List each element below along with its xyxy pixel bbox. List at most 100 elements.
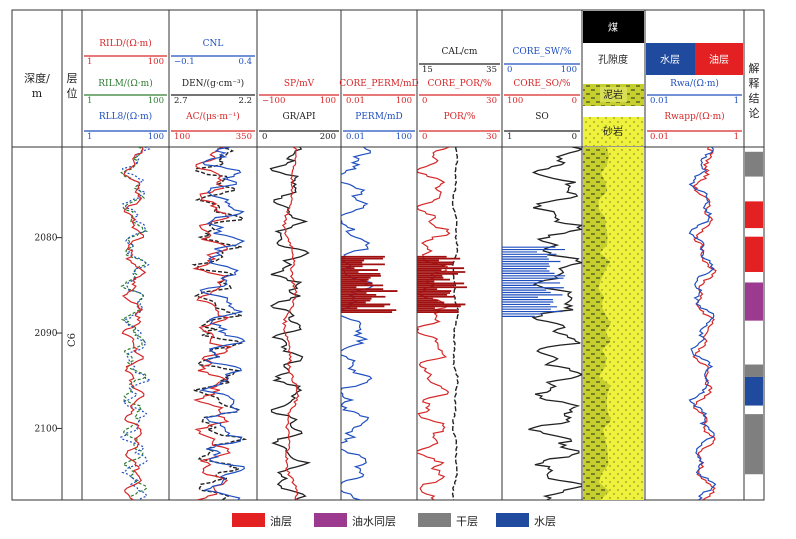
scale-min: 0 [422, 132, 427, 142]
curve-cal [451, 147, 460, 500]
layer-name: C6 [67, 333, 78, 347]
scale-min: 0.01 [346, 132, 365, 142]
scale-max: 350 [236, 132, 252, 142]
curve-name: SP/mV [284, 79, 315, 89]
curve-rild [121, 147, 147, 500]
curve-cnl [199, 147, 246, 500]
coal-swatch [583, 11, 644, 43]
curve-name: SO [535, 112, 549, 122]
curve-gr [269, 147, 312, 500]
header-resistivity: RILD/(Ω·m) 1 100 RILM/(Ω·m) 1 100 RLL8/(Ω·m) 1 1… [84, 38, 167, 142]
sand-swatch [583, 117, 644, 146]
scale-max: 1 [734, 96, 739, 106]
curve-name: CORE_SO/% [513, 79, 571, 89]
scale-max: 100 [396, 132, 412, 142]
interp-block [745, 201, 763, 229]
depth-header: 深度/ [24, 71, 50, 85]
curve-name: POR/% [444, 112, 476, 122]
curve-name: RILM/(Ω·m) [98, 78, 152, 89]
header-ratio-legend: 水层 油层 [646, 43, 743, 75]
scale-min: 0.01 [650, 96, 669, 106]
legend-swatch [496, 513, 529, 527]
curve-name: CAL/cm [442, 47, 478, 57]
depth-tick-label: 2080 [35, 234, 58, 244]
scale-min: 1 [87, 132, 92, 142]
water-swatch [646, 43, 695, 75]
curve-name: DEN/(g·cm⁻³) [182, 78, 244, 89]
interp-header-char: 论 [749, 106, 760, 120]
legend-label: 油层 [270, 514, 292, 528]
layer-header: 层 [67, 72, 78, 85]
curve-name: GR/API [282, 112, 316, 122]
curve-so [528, 147, 582, 500]
curve-name: AC/(μs·m⁻¹) [185, 111, 240, 122]
interp-block [745, 151, 763, 177]
curve-name: Rwapp/(Ω·m) [664, 111, 724, 122]
scale-min: 0.01 [650, 132, 669, 142]
legend-swatch [418, 513, 451, 527]
curve-name: CNL [203, 39, 224, 49]
scale-max: 0 [572, 96, 577, 106]
outer-border [11, 9, 765, 501]
layer-header: 位 [67, 86, 78, 100]
shale-label-bg [600, 87, 627, 102]
scale-max: 30 [486, 132, 497, 142]
scale-min: 1 [87, 96, 92, 106]
interp-block [745, 376, 763, 406]
oil-swatch [695, 43, 743, 75]
plot-area: 2080 2090 2100 C6 [35, 147, 763, 500]
interp-block [745, 364, 763, 377]
scale-min: 0.01 [346, 96, 365, 106]
scale-min: 1 [507, 132, 512, 142]
scale-max: 100 [320, 96, 336, 106]
curve-rll8 [119, 147, 152, 500]
depth-tick-label: 2100 [35, 424, 58, 434]
scale-min: 1 [87, 57, 92, 67]
scale-max: 100 [561, 65, 577, 75]
scale-min: 0 [507, 65, 512, 75]
shale-label: 泥岩 [603, 88, 623, 101]
scale-min: −100 [262, 96, 285, 106]
interp-block [745, 414, 763, 475]
interp-header-char: 结 [749, 92, 760, 105]
water-label: 水层 [660, 54, 680, 66]
sand-fill [598, 147, 644, 500]
header-permeability: CORE_PERM/mD 0.01 100 PERM/mD 0.01 100 [339, 79, 419, 142]
scale-min: 15 [422, 65, 433, 75]
curve-name: CORE_PERM/mD [339, 79, 419, 89]
scale-max: 100 [396, 96, 412, 106]
oil-label: 油层 [709, 53, 729, 66]
curve-rwa [688, 147, 717, 500]
legend-label: 油水同层 [352, 514, 396, 528]
curve-den [191, 147, 248, 500]
interp-header-char: 释 [749, 77, 760, 90]
scale-min: 2.7 [174, 96, 188, 106]
coal-label: 煤 [608, 21, 618, 34]
frame [11, 9, 765, 501]
curve-name: RLL8/(Ω·m) [99, 111, 152, 122]
porosity-label: 孔隙度 [598, 53, 628, 66]
header-lithology_logs: SP/mV −100 100 GR/API 0 200 [259, 79, 339, 142]
curve-name: RILD/(Ω·m) [99, 38, 151, 49]
scale-min: 100 [507, 96, 523, 106]
depth-unit: m [32, 87, 43, 100]
legend-swatch [314, 513, 347, 527]
curve-name: Rwa/(Ω·m) [670, 78, 719, 89]
curve-rwapp [691, 147, 717, 500]
scale-min: 0 [422, 96, 427, 106]
scale-max: 100 [148, 132, 164, 142]
scale-min: −0.1 [174, 57, 195, 67]
interp-block [745, 236, 763, 272]
scale-max: 1 [734, 132, 739, 142]
scale-max: 100 [148, 57, 164, 67]
interp-header-char: 解 [749, 61, 760, 75]
legend-label: 水层 [534, 515, 556, 528]
legend-swatch [232, 513, 265, 527]
